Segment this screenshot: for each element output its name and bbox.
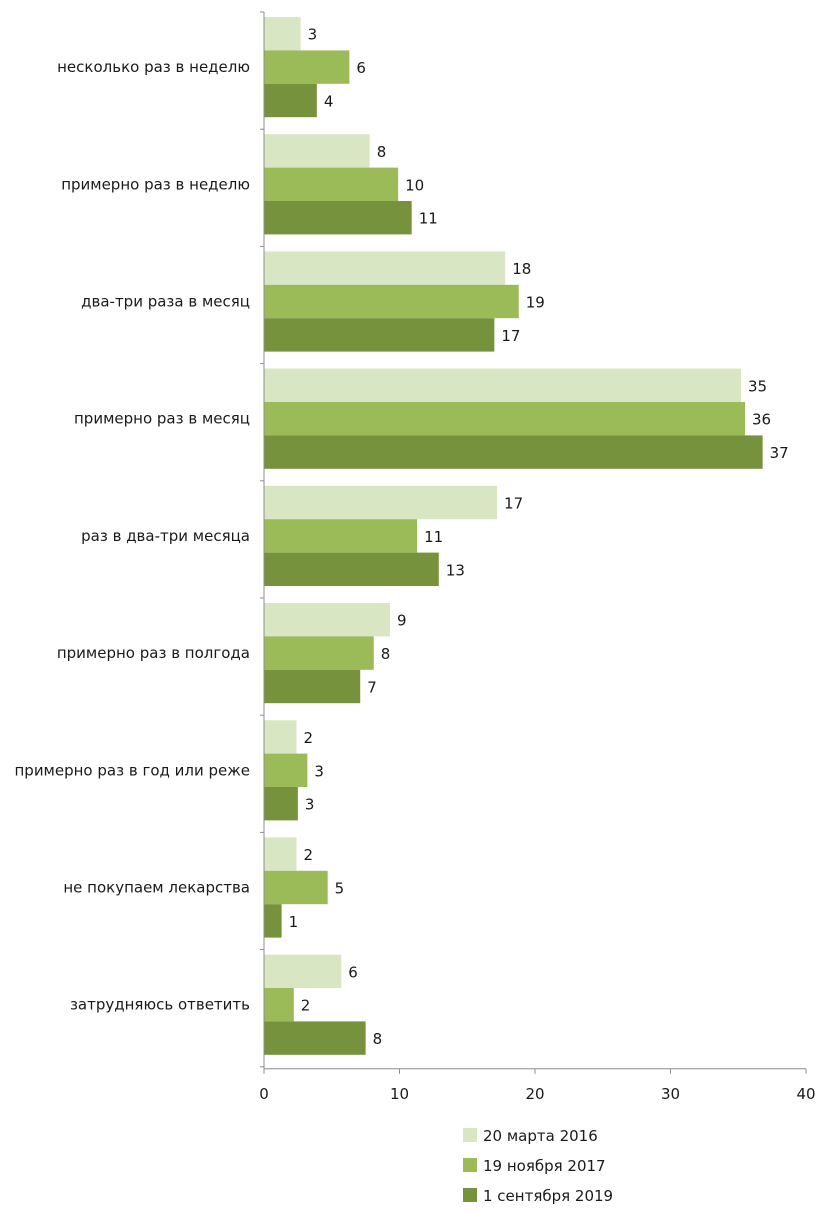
value-label-5-series-3: 13 bbox=[446, 561, 465, 579]
value-label-8-series-2: 5 bbox=[335, 880, 345, 898]
legend-label-2: 19 ноября 2017 bbox=[483, 1157, 606, 1175]
bar-8-series-1 bbox=[264, 837, 297, 871]
x-tick-label-40: 40 bbox=[796, 1085, 815, 1103]
value-label-4-series-3: 37 bbox=[770, 444, 789, 462]
axes-layer: 0 10 20 30 40 bbox=[259, 11, 816, 1103]
bar-4-series-3 bbox=[264, 435, 763, 469]
bar-8-series-3 bbox=[264, 904, 282, 938]
bar-9-series-1 bbox=[264, 954, 342, 988]
bar-5-series-2 bbox=[264, 519, 418, 553]
bars-layer bbox=[264, 17, 763, 1055]
bar-1-series-2 bbox=[264, 50, 350, 84]
value-label-2-series-1: 8 bbox=[377, 143, 387, 161]
value-label-2-series-2: 10 bbox=[405, 176, 424, 194]
value-label-3-series-1: 18 bbox=[512, 260, 531, 278]
value-label-1-series-1: 3 bbox=[308, 26, 318, 44]
bar-8-series-2 bbox=[264, 870, 328, 905]
value-label-7-series-3: 3 bbox=[305, 796, 315, 814]
legend-swatch-2 bbox=[463, 1158, 477, 1172]
bar-7-series-2 bbox=[264, 753, 308, 787]
value-label-6-series-2: 8 bbox=[381, 645, 391, 663]
bar-6-series-1 bbox=[264, 603, 391, 637]
value-label-3-series-3: 17 bbox=[501, 327, 520, 345]
category-label-2: примерно раз в неделю bbox=[61, 175, 250, 193]
bar-5-series-3 bbox=[264, 552, 439, 586]
bar-2-series-1 bbox=[264, 134, 370, 168]
category-label-4: примерно раз в месяц bbox=[74, 410, 250, 428]
value-label-5-series-2: 11 bbox=[424, 528, 443, 546]
bar-7-series-1 bbox=[264, 720, 297, 754]
value-label-9-series-3: 8 bbox=[373, 1030, 383, 1048]
bar-4-series-1 bbox=[264, 368, 741, 402]
value-label-5-series-1: 17 bbox=[504, 495, 523, 513]
value-label-3-series-2: 19 bbox=[526, 294, 545, 312]
value-label-9-series-2: 2 bbox=[301, 997, 311, 1015]
value-label-4-series-2: 36 bbox=[752, 411, 771, 429]
value-label-7-series-1: 2 bbox=[304, 729, 314, 747]
category-label-7: примерно раз в год или реже bbox=[14, 761, 250, 779]
bar-7-series-3 bbox=[264, 787, 298, 821]
bar-2-series-2 bbox=[264, 167, 399, 201]
category-label-3: два-три раза в месяц bbox=[81, 293, 250, 311]
value-label-4-series-1: 35 bbox=[748, 377, 767, 395]
value-label-9-series-1: 6 bbox=[348, 963, 358, 981]
value-label-6-series-3: 7 bbox=[367, 679, 377, 697]
bar-3-series-1 bbox=[264, 251, 506, 285]
category-label-8: не покупаем лекарства bbox=[63, 879, 250, 897]
value-label-8-series-3: 1 bbox=[289, 913, 299, 931]
legend-swatch-3 bbox=[463, 1188, 477, 1202]
category-label-5: раз в два-три месяца bbox=[81, 527, 250, 545]
x-tick-label-20: 20 bbox=[525, 1085, 544, 1103]
x-tick-label-0: 0 bbox=[259, 1085, 269, 1103]
x-tick-label-30: 30 bbox=[661, 1085, 680, 1103]
category-label-1: несколько раз в неделю bbox=[57, 58, 250, 76]
value-label-1-series-2: 6 bbox=[356, 59, 366, 77]
value-label-8-series-1: 2 bbox=[304, 846, 314, 864]
bar-9-series-2 bbox=[264, 988, 294, 1022]
bar-3-series-3 bbox=[264, 318, 495, 352]
value-label-2-series-3: 11 bbox=[419, 210, 438, 228]
value-label-7-series-2: 3 bbox=[314, 762, 324, 780]
legend-label-1: 20 марта 2016 bbox=[483, 1127, 598, 1145]
x-tick-label-10: 10 bbox=[390, 1085, 409, 1103]
legend-label-3: 1 сентября 2019 bbox=[483, 1187, 613, 1205]
bar-4-series-2 bbox=[264, 402, 746, 436]
legend-swatch-1 bbox=[463, 1128, 477, 1142]
legend: 20 марта 2016 19 ноября 2017 1 сентября 20… bbox=[463, 1127, 613, 1205]
bar-2-series-3 bbox=[264, 201, 412, 235]
bar-6-series-3 bbox=[264, 669, 361, 704]
category-label-6: примерно раз в полгода bbox=[57, 644, 250, 662]
bar-5-series-1 bbox=[264, 485, 498, 520]
value-label-6-series-1: 9 bbox=[397, 612, 407, 630]
bar-1-series-1 bbox=[264, 17, 301, 51]
bar-1-series-3 bbox=[264, 83, 317, 118]
value-label-1-series-3: 4 bbox=[324, 93, 334, 111]
bar-3-series-2 bbox=[264, 284, 519, 319]
bar-9-series-3 bbox=[264, 1021, 366, 1055]
bar-6-series-2 bbox=[264, 636, 374, 670]
category-label-9: затрудняюсь ответить bbox=[70, 996, 250, 1014]
